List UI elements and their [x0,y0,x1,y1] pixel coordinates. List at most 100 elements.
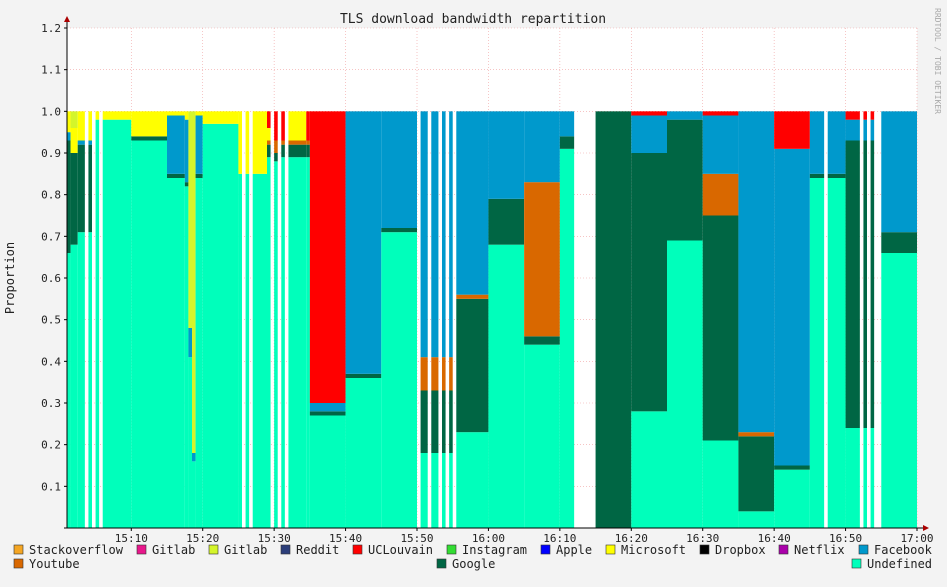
legend-label-undefined: Undefined [867,557,932,571]
segment-30-youtube [524,182,560,337]
axes [64,16,929,531]
x-tick-label-3: 15:40 [329,532,362,545]
segment-7-undefined [167,178,185,528]
segment-22-undefined [345,378,382,528]
segment-35-undefined [702,440,739,528]
segment-37-uclouvain [774,111,810,149]
segment-1-microsoft [70,128,78,153]
segment-43-google [881,232,917,253]
segment-8-microsoft [184,111,189,120]
segment-13-microsoft [238,111,242,174]
x-tick-label-9: 16:40 [758,532,791,545]
x-tick-label-4: 15:50 [400,532,433,545]
segment-41-google [863,140,867,428]
segment-34-google [667,119,703,241]
segment-7-microsoft [167,111,185,116]
segment-20-uclouvain [306,111,310,141]
segment-9-undefined [188,357,192,528]
legend-label-netflix: Netflix [794,543,845,557]
y-tick-label-0: 0.1 [41,480,61,493]
segment-0-google [67,140,71,253]
segment-36-youtube [738,432,775,437]
segment-19-google [288,144,307,158]
segment-15-undefined [252,173,267,529]
y-tick-label-7: 0.8 [41,189,61,202]
segment-42-uclouvain [870,111,875,120]
segment-18-google [281,144,285,158]
segment-8-google [184,182,189,187]
segment-0-undefined [67,253,71,528]
x-tick-label-8: 16:30 [686,532,719,545]
stacked-areas [67,111,917,529]
segment-2-undefined [77,232,85,528]
segment-41-facebook [863,119,867,141]
segment-34-facebook [667,111,703,120]
segment-33-uclouvain [631,111,667,116]
segment-41-undefined [863,428,867,528]
segment-21-undefined [309,415,346,528]
legend-label-uclouvain: UCLouvain [368,543,433,557]
segment-35-google [702,215,739,441]
legend-label-apple: Apple [556,543,592,557]
segment-40-google [845,140,860,428]
y-axis-label: Proportion [3,242,17,314]
segment-26-undefined [442,453,446,528]
segment-11-google [195,173,203,178]
legend-swatch-reddit [280,544,291,555]
segment-33-facebook [631,115,667,153]
segment-3-facebook [88,140,92,145]
segment-10-facebook [192,453,196,462]
legend-swatch-undefined [851,558,862,569]
segment-20-undefined [306,157,310,528]
legend-swatch-gitlab2 [208,544,219,555]
segment-27-undefined [449,453,453,528]
segment-35-facebook [702,115,739,174]
segment-25-youtube [431,357,439,391]
legend-swatch-dropbox [699,544,710,555]
segment-24-youtube [420,357,428,391]
x-tick-label-7: 16:20 [615,532,648,545]
segment-21-google [309,411,346,416]
segment-31-google [559,136,575,149]
segment-2-facebook [77,140,85,145]
chart-title: TLS download bandwidth repartition [340,12,606,27]
x-tick-label-11: 17:00 [900,532,933,545]
segment-19-undefined [288,157,307,528]
segment-25-facebook [431,111,439,358]
y-axis-arrow [64,16,70,22]
segment-37-undefined [774,469,810,528]
y-tick-labels: 0.1 0.2 0.3 0.4 0.5 0.6 0.7 0.8 0.9 1.0 1.1 1.2 [41,22,67,493]
rrdtool-credit: RRDTOOL / TOBI OETIKER [933,8,942,114]
segment-15-microsoft [252,111,267,174]
segment-22-facebook [345,111,382,374]
segment-27-google [449,390,453,453]
segment-18-undefined [281,157,285,528]
segment-19-youtube [288,140,307,145]
segment-18-youtube [281,140,285,145]
legend-label-facebook: Facebook [874,543,933,557]
segment-25-google [431,390,439,453]
segment-37-facebook [774,148,810,466]
segment-20-google [306,144,310,158]
y-tick-label-6: 0.7 [41,230,61,243]
legend-swatch-netflix [778,544,789,555]
y-tick-label-5: 0.6 [41,272,61,285]
segment-38-google [809,173,825,178]
y-tick-label-9: 1.0 [41,105,61,118]
segment-30-google [524,336,560,345]
segment-26-facebook [442,111,446,358]
segment-12-undefined [202,123,239,528]
segment-25-undefined [431,453,439,528]
legend-swatch-uclouvain [352,544,363,555]
segment-34-undefined [667,240,703,528]
x-tick-label-2: 15:30 [258,532,291,545]
segment-8-undefined [184,186,189,529]
segment-42-facebook [870,119,875,141]
legend-swatch-apple [540,544,551,555]
x-tick-label-6: 16:10 [543,532,576,545]
segment-9-facebook [188,328,192,358]
segment-23-facebook [381,111,417,228]
segment-0-microsoft [67,111,71,133]
segment-18-uclouvain [281,111,285,141]
segment-3-undefined [88,232,92,528]
